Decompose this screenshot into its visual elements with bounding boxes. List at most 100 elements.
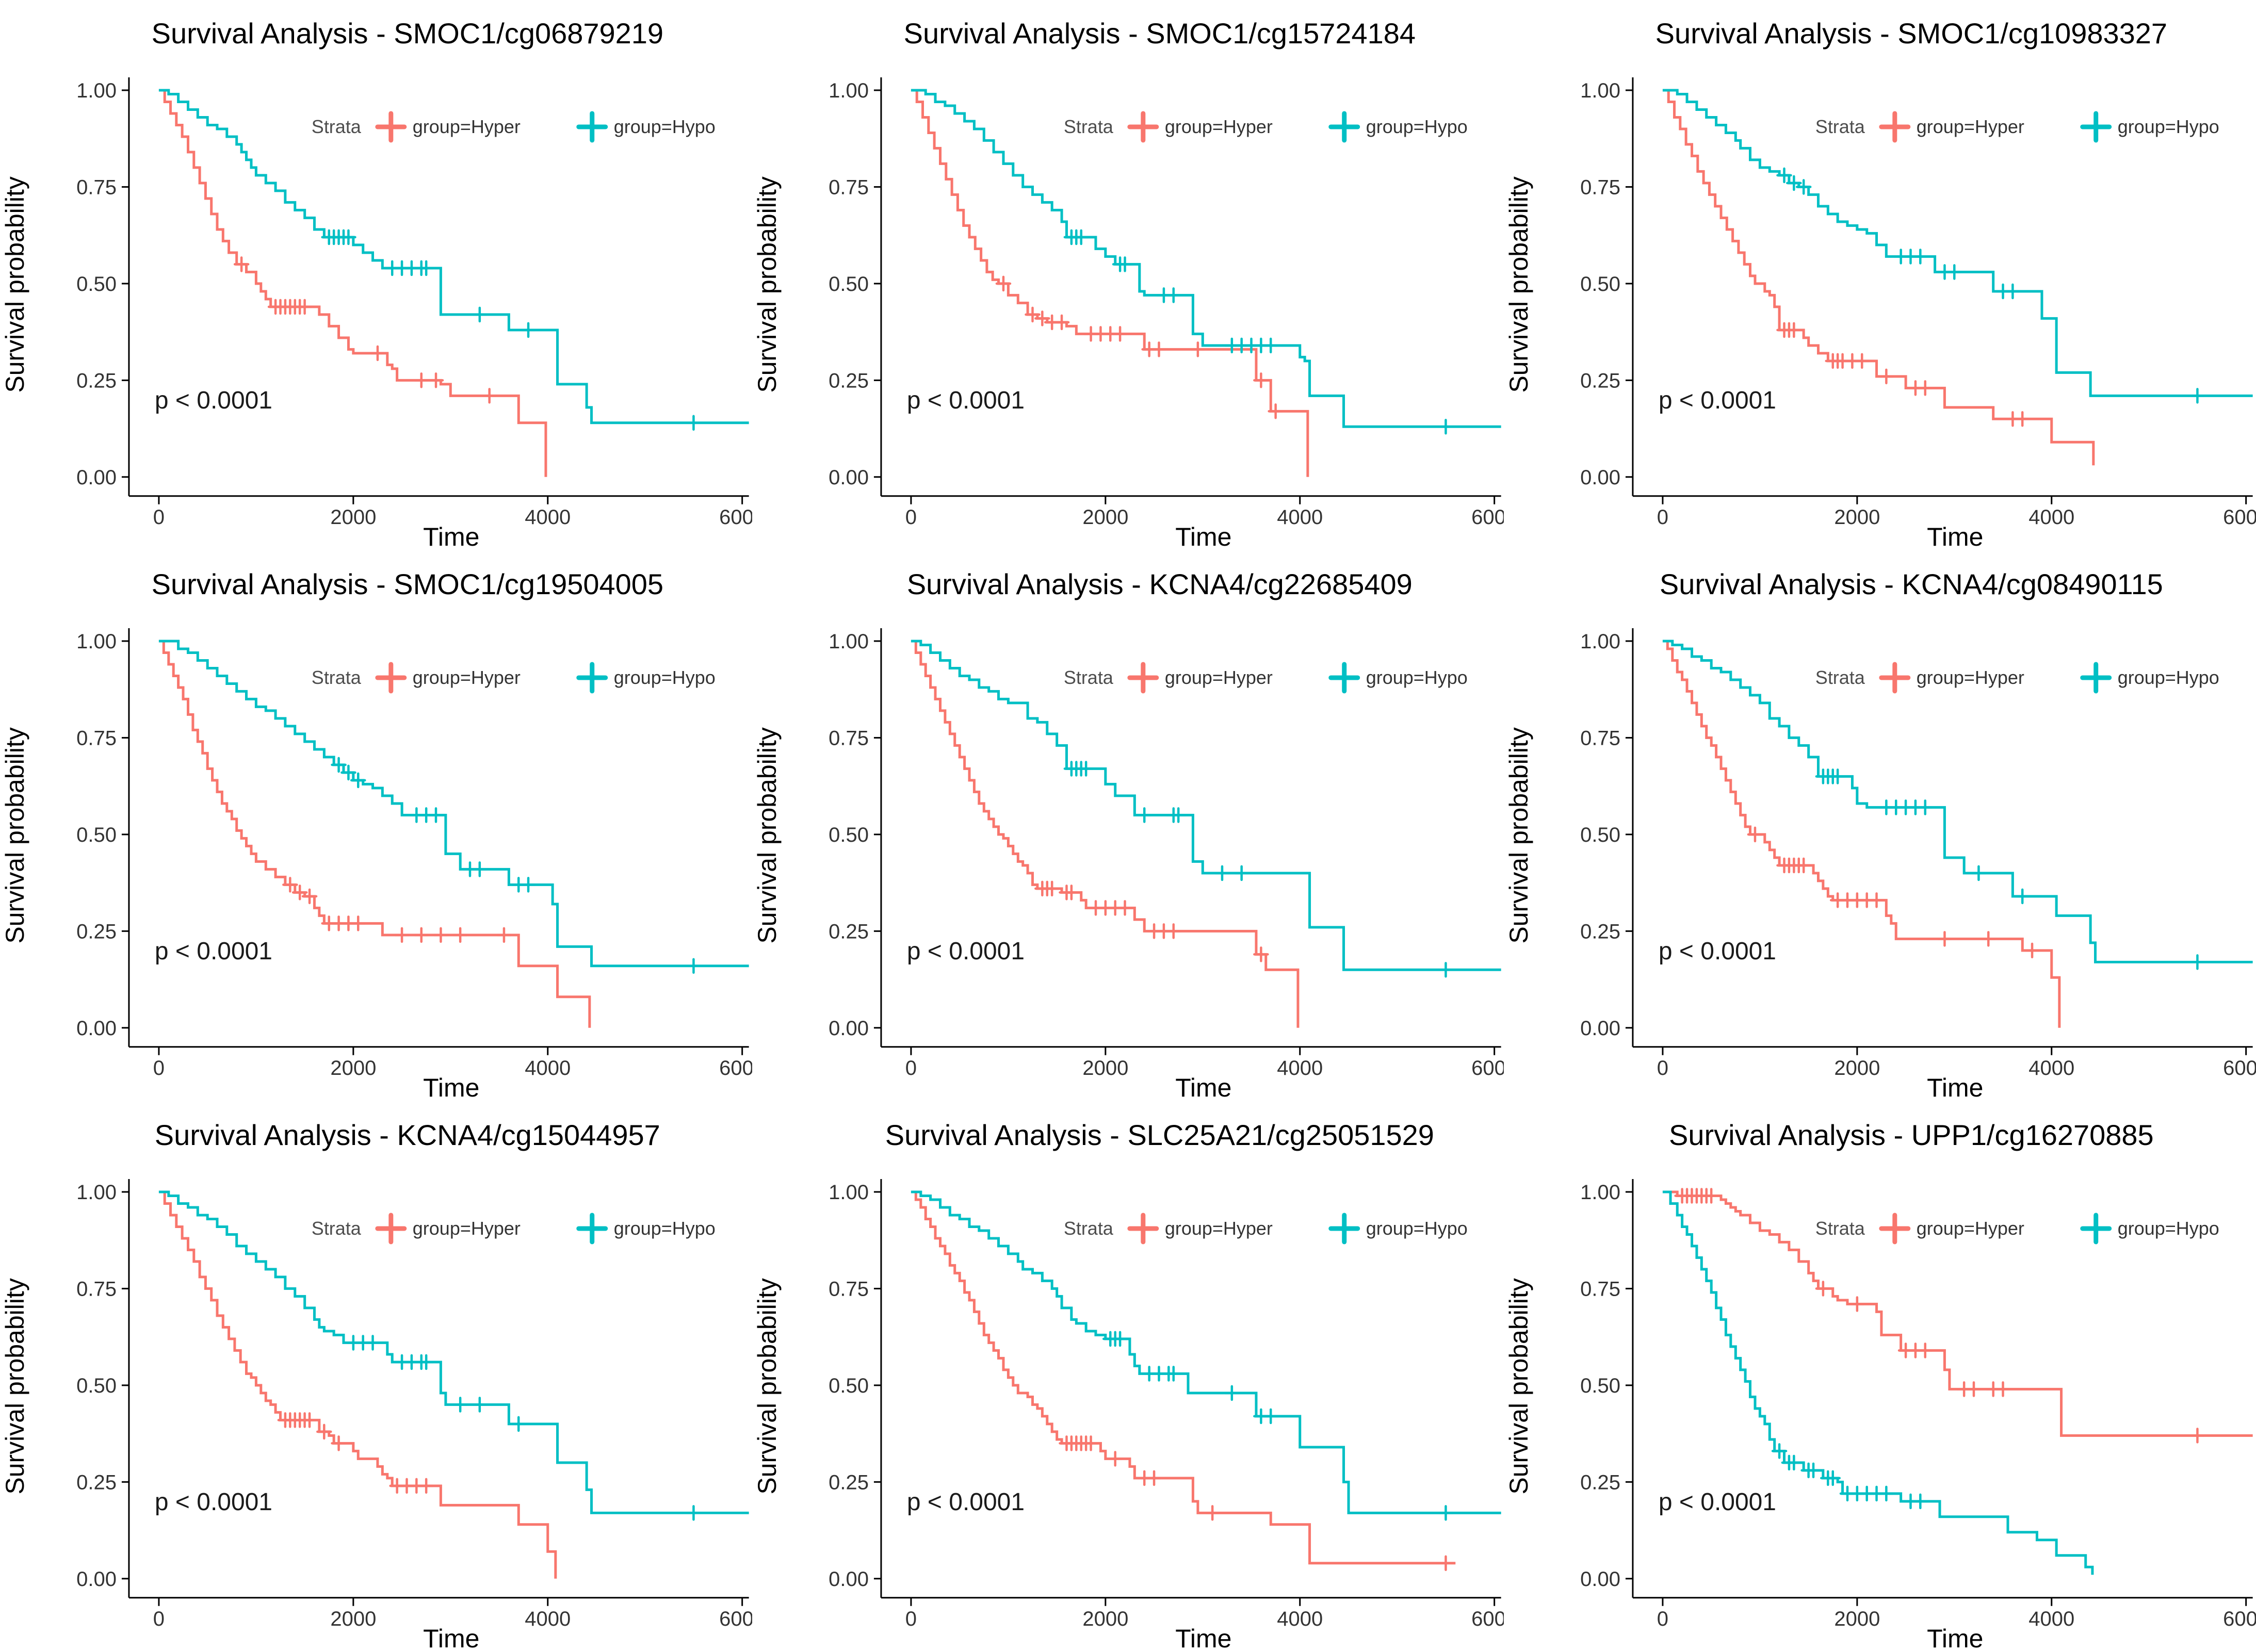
censor-mark bbox=[1786, 322, 1802, 338]
censor-mark bbox=[1165, 287, 1181, 303]
censor-mark bbox=[1912, 1493, 1928, 1509]
y-tick-label: 0.00 bbox=[829, 1567, 869, 1590]
legend: Strata group=Hyper group=Hypo bbox=[1063, 662, 1467, 694]
legend-title: Strata bbox=[312, 116, 362, 137]
y-tick-label: 0.25 bbox=[1580, 369, 1620, 392]
censor-mark bbox=[1262, 1408, 1279, 1424]
legend-title: Strata bbox=[1815, 116, 1865, 137]
y-tick-label: 0.75 bbox=[1580, 1278, 1620, 1300]
censor-mark bbox=[481, 388, 497, 404]
y-tick-label: 0.75 bbox=[1580, 176, 1620, 199]
legend-label: group=Hyper bbox=[413, 116, 521, 137]
km-plot-svg: Survival Analysis - SMOC1/cg10983327 Surv… bbox=[1504, 17, 2256, 551]
censor-mark bbox=[1234, 865, 1249, 881]
hypo-survival-curve bbox=[158, 640, 749, 968]
censor-mark bbox=[1703, 1187, 1719, 1204]
legend-key-icon bbox=[375, 662, 407, 694]
x-tick-label: 2000 bbox=[1835, 1057, 1880, 1079]
censor-mark bbox=[1796, 179, 1812, 195]
censor-mark bbox=[510, 1416, 527, 1432]
censor-mark bbox=[1078, 760, 1094, 777]
x-tick-label: 6000 bbox=[719, 1057, 752, 1079]
x-tick-label: 2000 bbox=[1082, 506, 1128, 529]
km-plot-svg: Survival Analysis - SMOC1/cg06879219 Surv… bbox=[1, 17, 752, 551]
censor-mark bbox=[452, 1396, 468, 1413]
censor-mark bbox=[1136, 807, 1153, 823]
censor-mark bbox=[1437, 1555, 1454, 1571]
x-tick-label: 6000 bbox=[719, 506, 752, 529]
censor-mark bbox=[1262, 337, 1279, 354]
censor-mark bbox=[1024, 306, 1041, 323]
hyper-survival-curve bbox=[158, 89, 547, 477]
censor-mark bbox=[1214, 865, 1230, 881]
x-tick-label: 4000 bbox=[1277, 1057, 1323, 1079]
y-tick-label: 1.00 bbox=[1580, 1181, 1620, 1203]
pvalue-annotation: p < 0.0001 bbox=[155, 1488, 272, 1515]
x-tick-label: 0 bbox=[1657, 1607, 1668, 1630]
x-tick-label: 6000 bbox=[1471, 1057, 1504, 1079]
legend-key-icon bbox=[1328, 662, 1360, 694]
x-tick-label: 4000 bbox=[1277, 506, 1323, 529]
x-tick-label: 6000 bbox=[1471, 1607, 1504, 1630]
km-panel-4: Survival Analysis - SMOC1/cg19504005 Surv… bbox=[0, 550, 752, 1102]
legend-label: group=Hyper bbox=[1164, 1217, 1272, 1238]
y-tick-label: 0.25 bbox=[829, 920, 869, 943]
km-plot-svg: Survival Analysis - KCNA4/cg15044957 Surv… bbox=[1, 1118, 752, 1652]
censor-mark bbox=[472, 861, 488, 877]
panel-title: Survival Analysis - UPP1/cg16270885 bbox=[1669, 1118, 2154, 1151]
legend-title: Strata bbox=[1063, 1217, 1113, 1238]
censor-mark bbox=[1912, 249, 1928, 265]
censor-mark bbox=[1165, 923, 1181, 939]
x-axis-label: Time bbox=[1927, 1073, 1984, 1102]
censor-mark bbox=[1082, 1435, 1099, 1451]
pvalue-annotation: p < 0.0001 bbox=[1659, 938, 1776, 965]
censor-mark bbox=[2024, 942, 2040, 958]
censor-mark bbox=[1878, 368, 1894, 385]
km-plot-svg: Survival Analysis - KCNA4/cg22685409 Surv… bbox=[753, 568, 1504, 1102]
censor-mark bbox=[331, 1435, 347, 1451]
hyper-survival-curve bbox=[158, 1190, 557, 1579]
censor-mark bbox=[301, 888, 318, 904]
x-tick-label: 4000 bbox=[2029, 506, 2075, 529]
censor-mark bbox=[1073, 229, 1089, 246]
y-tick-label: 0.00 bbox=[829, 466, 869, 489]
censor-mark bbox=[1786, 1454, 1802, 1470]
y-tick-label: 0.75 bbox=[76, 176, 117, 199]
censor-mark bbox=[291, 884, 308, 901]
y-tick-label: 1.00 bbox=[829, 630, 869, 653]
x-tick-label: 2000 bbox=[1835, 1607, 1880, 1630]
hypo-survival-curve bbox=[158, 89, 749, 424]
pvalue-annotation: p < 0.0001 bbox=[1659, 387, 1776, 414]
legend-label: group=Hypo bbox=[614, 667, 716, 688]
y-axis-label: Survival probability bbox=[753, 727, 782, 943]
legend-label: group=Hyper bbox=[1164, 667, 1272, 688]
pvalue-annotation: p < 0.0001 bbox=[907, 938, 1025, 965]
censor-mark bbox=[2015, 888, 2031, 904]
legend-label: group=Hyper bbox=[1917, 667, 2024, 688]
legend-key-icon bbox=[1127, 662, 1159, 694]
censor-mark bbox=[686, 415, 702, 431]
y-axis-label: Survival probability bbox=[753, 176, 782, 392]
panel-title: Survival Analysis - SMOC1/cg10983327 bbox=[1656, 17, 2167, 50]
x-axis-label: Time bbox=[423, 1073, 479, 1102]
x-tick-label: 6000 bbox=[2223, 1607, 2256, 1630]
censor-mark bbox=[1946, 264, 1962, 280]
censor-mark bbox=[1772, 1443, 1788, 1459]
panel-title: Survival Analysis - SMOC1/cg06879219 bbox=[152, 17, 663, 50]
censor-mark bbox=[1776, 167, 1793, 184]
legend: Strata group=Hyper group=Hypo bbox=[1063, 1212, 1467, 1244]
y-tick-label: 1.00 bbox=[829, 1181, 869, 1203]
legend-label: group=Hypo bbox=[2118, 1217, 2219, 1238]
y-tick-label: 0.00 bbox=[1580, 466, 1620, 489]
censor-mark bbox=[1878, 1485, 1894, 1501]
legend-label: group=Hyper bbox=[1164, 116, 1272, 137]
censor-mark bbox=[452, 927, 468, 943]
x-axis-label: Time bbox=[423, 522, 479, 551]
x-tick-label: 4000 bbox=[1277, 1607, 1323, 1630]
hyper-survival-curve bbox=[1663, 640, 2061, 1028]
legend-label: group=Hypo bbox=[614, 116, 716, 137]
censor-mark bbox=[316, 1424, 332, 1440]
x-tick-label: 0 bbox=[905, 1057, 916, 1079]
x-tick-label: 4000 bbox=[2029, 1607, 2075, 1630]
y-tick-label: 0.00 bbox=[76, 1567, 117, 1590]
